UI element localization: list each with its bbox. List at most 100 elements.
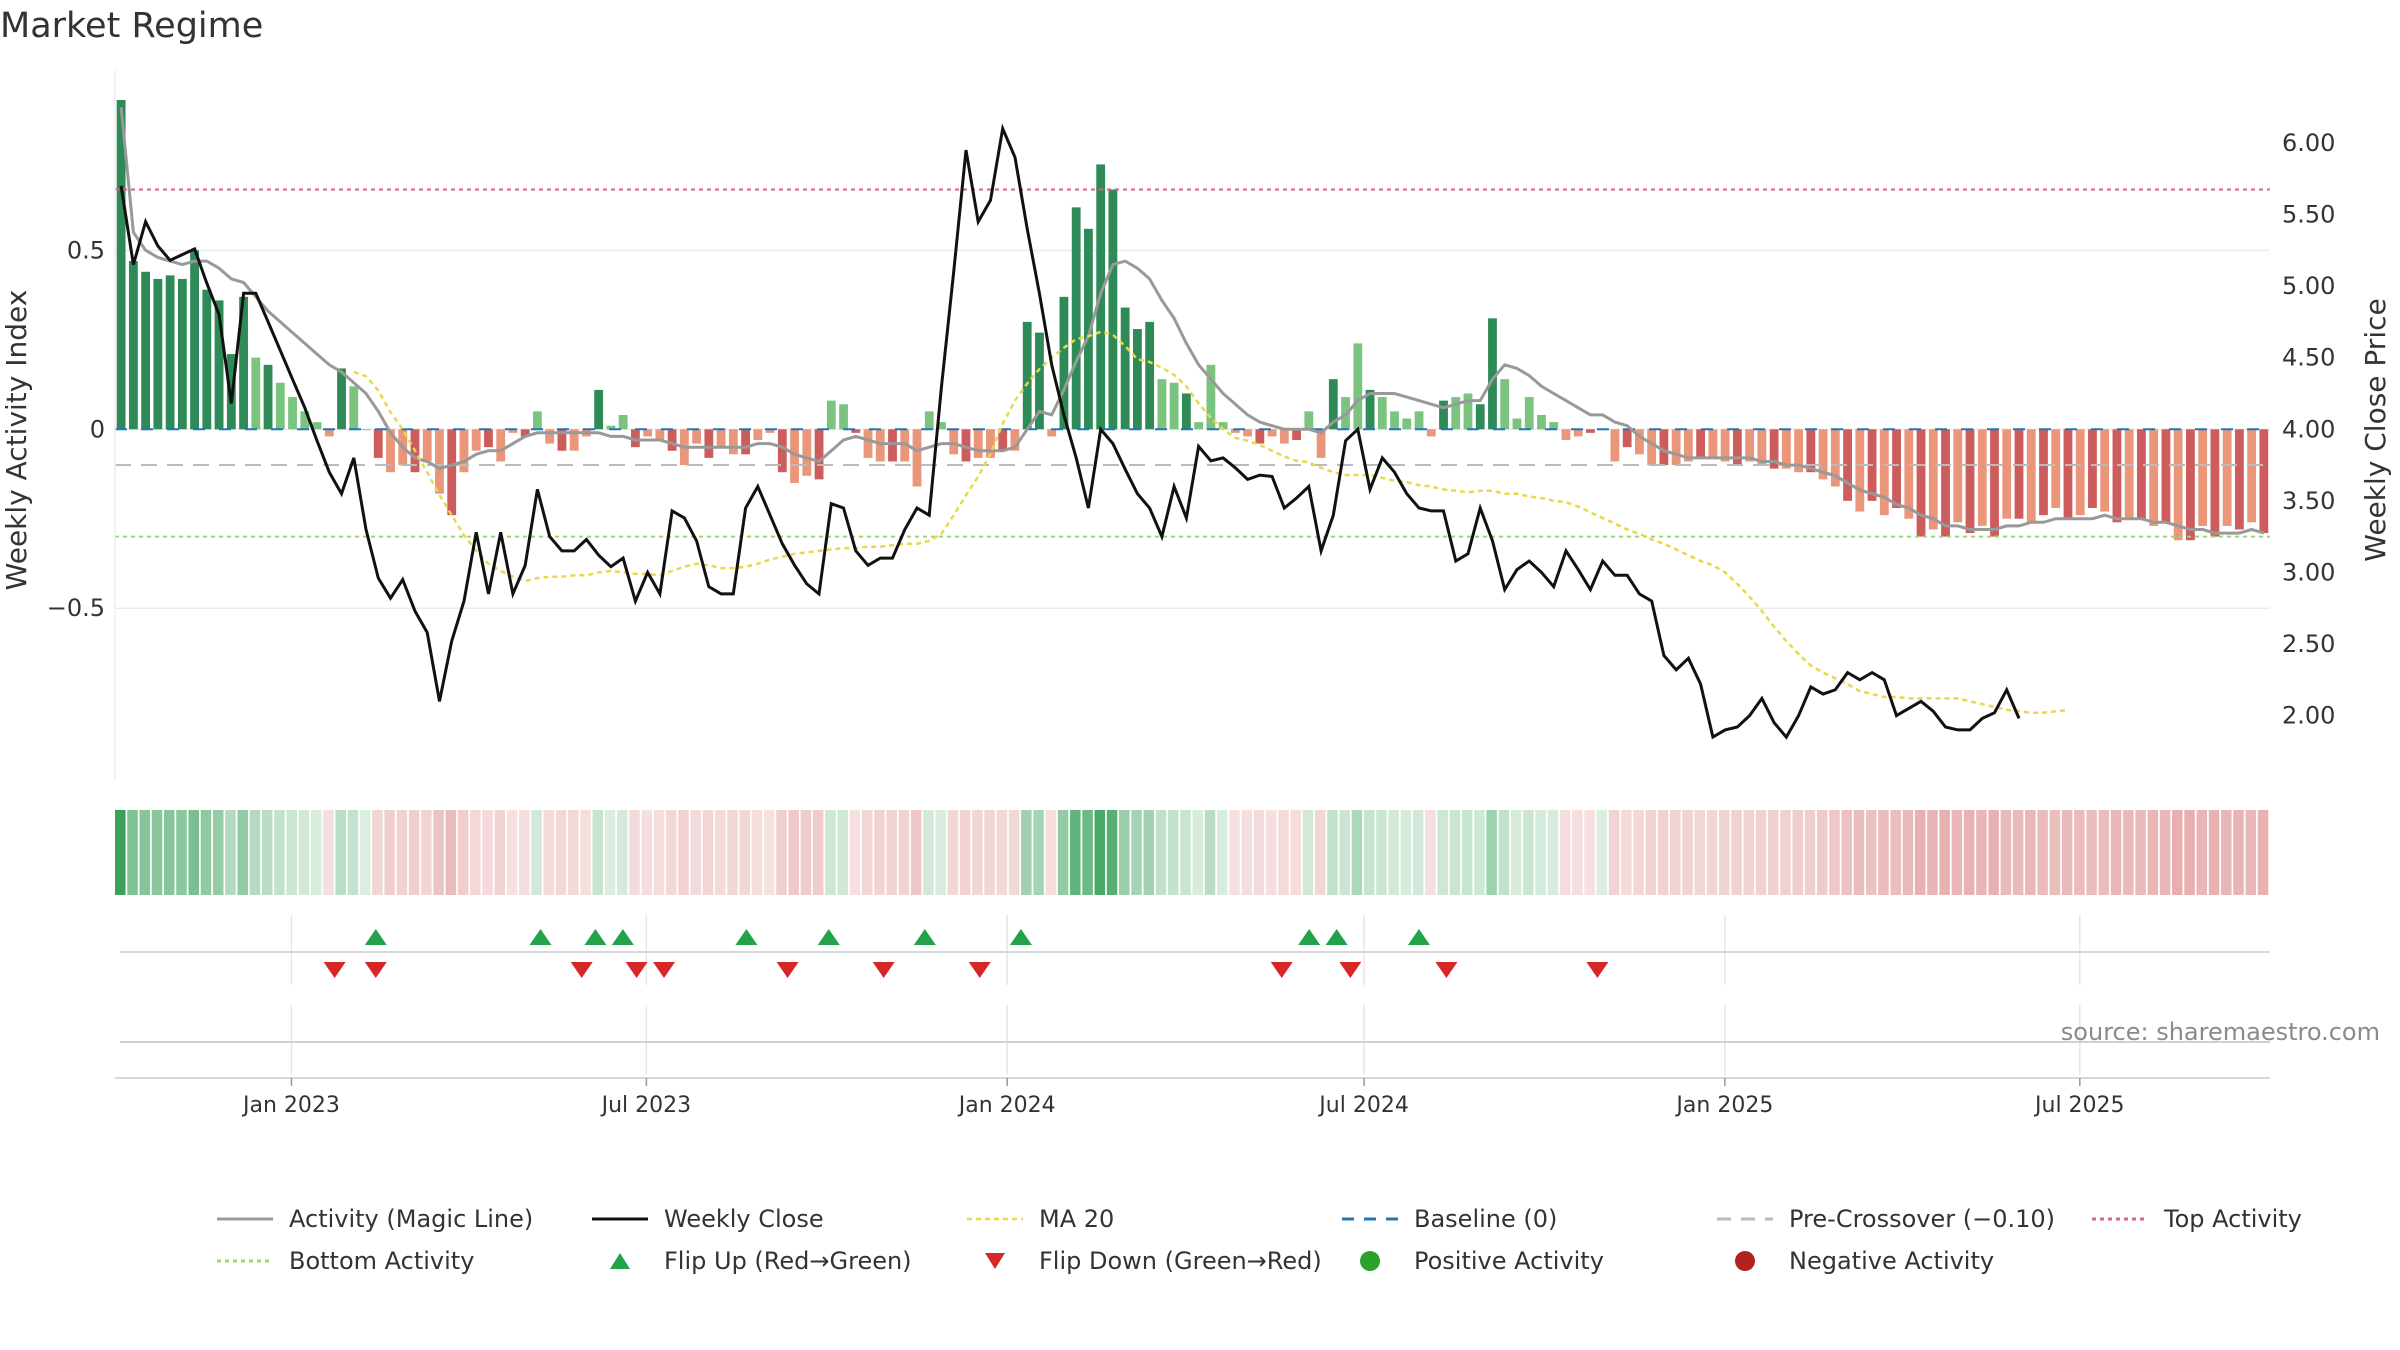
activity-bar: [128, 261, 138, 430]
activity-bar: [606, 425, 616, 430]
heat-cell: [1621, 810, 1632, 895]
heat-cell: [1706, 810, 1718, 895]
heat-cell: [1229, 810, 1240, 895]
heat-cell: [1290, 810, 1301, 895]
heat-cell: [1204, 810, 1216, 895]
activity-bar: [202, 289, 212, 430]
heat-cell: [1988, 810, 1999, 895]
activity-bar: [312, 422, 322, 430]
heat-cell: [1278, 810, 1289, 895]
flip-up-marker: [529, 929, 552, 945]
heat-cell: [1314, 810, 1326, 895]
activity-bar: [2173, 429, 2183, 541]
activity-bar: [459, 429, 469, 473]
flip-up-marker: [611, 929, 634, 945]
heat-cell: [923, 810, 934, 895]
activity-bar: [1843, 429, 1852, 501]
heat-cell: [2184, 810, 2195, 895]
heat-cell: [335, 810, 346, 895]
activity-bar: [1132, 329, 1142, 430]
regime-heat-strip: [115, 810, 2269, 895]
left-tick-label: 0: [90, 415, 105, 443]
activity-bar: [1181, 393, 1191, 430]
activity-bar: [1084, 228, 1093, 430]
activity-bar: [912, 429, 922, 487]
activity-bar: [2088, 429, 2097, 508]
activity-bar: [1402, 418, 1412, 430]
activity-bar: [1892, 429, 1901, 508]
flip-down-marker: [872, 962, 895, 978]
legend-item-flipdown: Flip Down (Green→Red): [965, 1247, 1340, 1275]
heat-cell: [739, 810, 750, 895]
activity-bar: [1500, 379, 1510, 430]
heat-cell: [2074, 810, 2085, 895]
heat-cell: [421, 810, 432, 895]
heat-cell: [1498, 810, 1510, 895]
activity-bar: [2259, 429, 2269, 534]
heat-cell: [788, 810, 799, 895]
flip-down-marker: [653, 962, 676, 978]
triangle-down-icon: [985, 1253, 1005, 1269]
heat-cell: [445, 810, 457, 895]
activity-bar: [1904, 429, 1914, 519]
activity-bar: [1255, 429, 1265, 444]
activity-bar: [2039, 429, 2048, 516]
activity-bar: [1916, 429, 1926, 537]
heat-cell: [763, 810, 775, 895]
right-tick-label: 2.50: [2282, 630, 2335, 658]
reference-lines: [115, 188, 2270, 538]
heat-cell: [372, 810, 383, 895]
activity-bar: [1794, 429, 1804, 473]
activity-bar: [1010, 429, 1020, 451]
heat-cell: [396, 810, 408, 895]
heat-cell: [1719, 810, 1730, 895]
heat-cell: [1155, 810, 1167, 895]
activity-bar: [1818, 429, 1828, 480]
heat-cell: [359, 810, 371, 895]
heat-cell: [886, 810, 897, 895]
heat-cell: [568, 810, 579, 895]
activity-bar: [214, 300, 224, 430]
heat-cell: [519, 810, 530, 895]
flip-up-marker: [817, 929, 840, 945]
heat-cell: [1033, 810, 1044, 895]
heat-cell: [2098, 810, 2110, 895]
activity-bar: [1194, 422, 1204, 430]
legend: Activity (Magic Line) Weekly Close MA 20 Ba…: [215, 1205, 2395, 1275]
activity-bar: [263, 364, 273, 430]
activity-bar: [1573, 429, 1583, 437]
heat-cell: [2147, 810, 2159, 895]
heat-cell: [433, 810, 444, 895]
activity-bar: [1488, 318, 1497, 430]
heat-cell: [1327, 810, 1338, 895]
activity-bar: [471, 429, 481, 451]
heat-cell: [310, 810, 322, 895]
activity-bar: [1120, 307, 1130, 430]
heat-cell: [2086, 810, 2097, 895]
heat-cell: [1743, 810, 1755, 895]
legend-label: Bottom Activity: [289, 1247, 475, 1275]
heat-cell: [910, 810, 922, 895]
activity-bar: [1745, 429, 1755, 462]
heat-cell: [935, 810, 946, 895]
activity-bar: [802, 429, 812, 476]
flip-up-marker: [364, 929, 387, 945]
activity-bar: [1990, 429, 1999, 537]
activity-bar: [2149, 429, 2159, 526]
activity-bar: [275, 382, 285, 430]
activity-bar: [1586, 429, 1595, 433]
activity-bar: [1732, 429, 1742, 466]
legend-item-bottom: Bottom Activity: [215, 1247, 590, 1275]
activity-bar: [165, 275, 175, 430]
activity-bar: [1561, 429, 1571, 440]
right-tick-label: 4.50: [2282, 344, 2335, 372]
dot-icon: [1735, 1251, 1755, 1271]
heat-cell: [1045, 810, 1057, 895]
activity-bar: [900, 429, 910, 462]
activity-bar: [569, 429, 579, 451]
heat-cell: [580, 810, 591, 895]
activity-bar: [116, 100, 126, 430]
activity-bar: [2100, 429, 2110, 512]
activity-bar: [1953, 429, 1963, 523]
heat-cell: [1351, 810, 1363, 895]
